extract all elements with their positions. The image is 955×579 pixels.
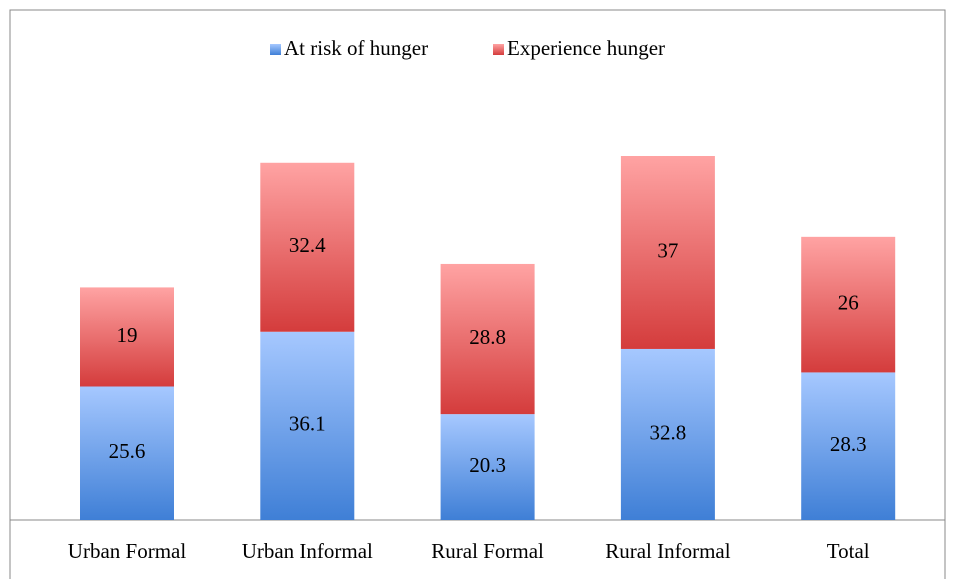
x-tick-label: Urban Formal <box>68 539 187 563</box>
data-label: 37 <box>657 238 678 262</box>
bar-segment <box>440 263 535 415</box>
data-label: 19 <box>117 323 138 347</box>
bar-segment <box>260 331 355 520</box>
legend-label: At risk of hunger <box>284 36 428 60</box>
data-label: 32.4 <box>289 233 326 257</box>
x-tick-label: Rural Formal <box>431 539 544 563</box>
legend-label: Experience hunger <box>507 36 665 60</box>
legend-swatch <box>493 44 504 55</box>
bar-segment <box>80 287 174 387</box>
data-label: 26 <box>838 290 859 314</box>
bar-segment <box>620 348 715 520</box>
data-label: 32.8 <box>650 420 687 444</box>
data-label: 28.3 <box>830 432 867 456</box>
data-label: 28.8 <box>469 325 506 349</box>
bar-segment <box>801 372 896 520</box>
chart-frame <box>9 9 946 579</box>
data-label: 25.6 <box>109 439 146 463</box>
x-tick-label: Urban Informal <box>242 539 373 563</box>
data-label: 20.3 <box>469 453 506 477</box>
data-label: 36.1 <box>289 412 326 436</box>
bar-segment <box>80 386 174 520</box>
bar-segment <box>801 236 896 373</box>
legend-swatch <box>270 44 281 55</box>
x-tick-label: Rural Informal <box>605 539 731 563</box>
bar-segment <box>440 414 535 520</box>
bar-segment <box>260 162 355 332</box>
bar-segment <box>620 156 715 349</box>
x-tick-label: Total <box>827 539 870 563</box>
